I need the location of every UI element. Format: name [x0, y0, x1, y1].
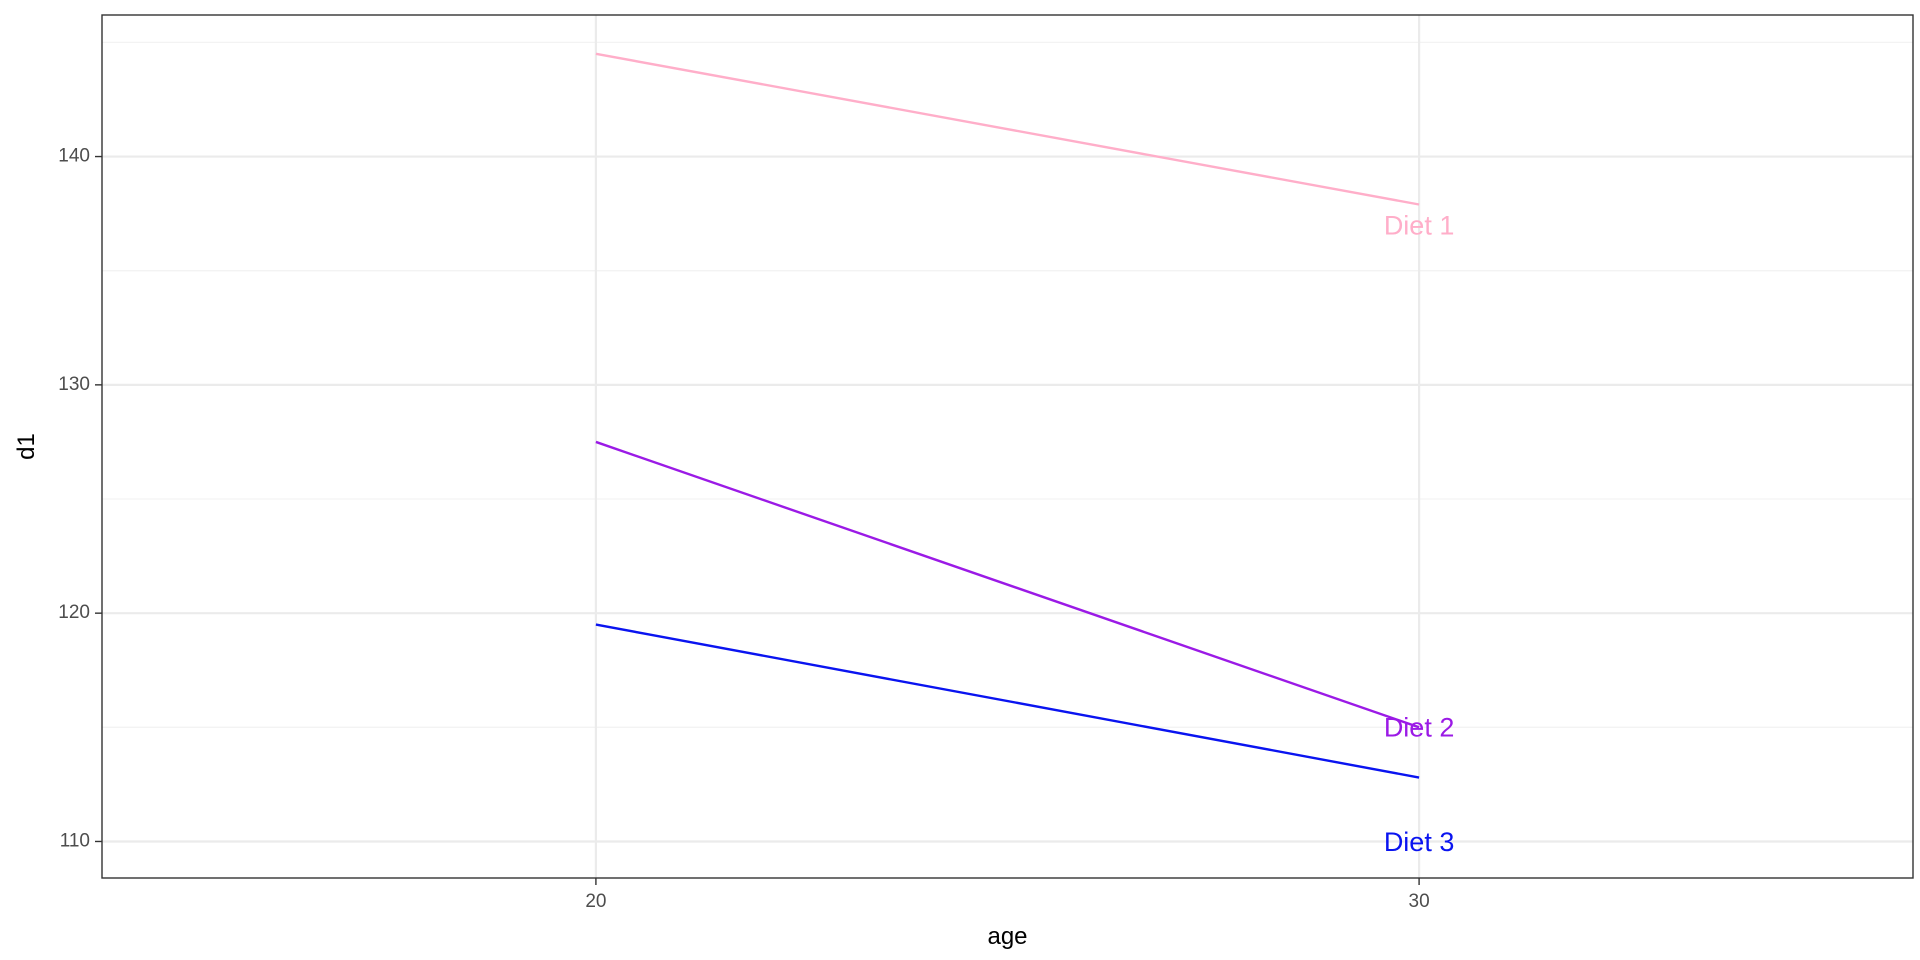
x-axis-title: age [987, 923, 1027, 950]
y-tick-label-130: 130 [58, 374, 90, 395]
y-tick-label-120: 120 [58, 602, 90, 623]
plot-panel-border [101, 14, 1914, 879]
x-tick-label-30: 30 [1409, 891, 1430, 912]
y-axis-title: d1 [13, 433, 40, 460]
y-axis-tick-labels: 110 120 130 140 [58, 146, 90, 852]
series-line-diet-2 [595, 440, 1420, 729]
series-label-diet-1: Diet 1 [1384, 210, 1455, 240]
major-grid [102, 15, 1913, 878]
x-axis-tick-labels: 20 30 [585, 891, 1429, 912]
series-annotations: Diet 1 Diet 2 Diet 3 [1384, 210, 1455, 856]
series-label-diet-3: Diet 3 [1384, 827, 1455, 857]
series-label-diet-2: Diet 2 [1384, 713, 1455, 743]
minor-grid [102, 41, 1913, 728]
axis-ticks [95, 155, 1420, 885]
series-lines [595, 52, 1420, 779]
y-tick-label-140: 140 [58, 146, 90, 167]
x-tick-label-20: 20 [585, 891, 606, 912]
y-tick-label-110: 110 [60, 830, 90, 851]
series-line-diet-3 [595, 623, 1420, 779]
series-line-diet-1 [595, 52, 1420, 206]
